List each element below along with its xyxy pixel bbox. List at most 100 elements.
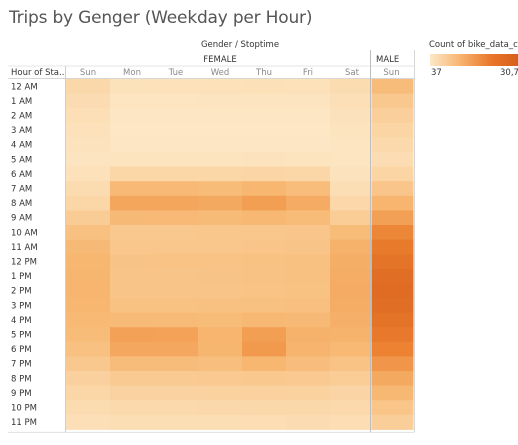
row-label: 8 PM [11, 374, 32, 384]
column-label: Sat [345, 68, 360, 78]
heatmap-cell [198, 414, 243, 430]
column-label: Mon [123, 68, 141, 78]
heatmap-cell [66, 93, 111, 109]
heatmap-cell [372, 341, 414, 357]
heatmap-cell [286, 356, 331, 372]
heatmap-cell [154, 341, 199, 357]
row-label: 4 AM [11, 141, 32, 151]
column-label: Sun [383, 68, 399, 78]
heatmap-cell [154, 283, 199, 299]
heatmap-cell [66, 254, 111, 270]
heatmap-cell [286, 152, 331, 168]
heatmap-cell [330, 414, 375, 430]
heatmap-cell [198, 166, 243, 182]
heatmap-cell [110, 298, 155, 314]
heatmap-cell [330, 239, 375, 255]
heatmap-cell [330, 137, 375, 153]
heatmap-cell [372, 181, 414, 197]
heatmap-cell [154, 254, 199, 270]
heatmap-cell [286, 327, 331, 343]
heatmap-cell [154, 385, 199, 401]
heatmap-cell [372, 152, 414, 168]
heatmap-cell [198, 327, 243, 343]
heatmap-cell [242, 283, 287, 299]
heatmap-cell [372, 166, 414, 182]
row-label: 6 AM [11, 170, 32, 180]
heatmap-cell [198, 195, 243, 211]
color-legend: Count of bike_data_c... 37 30,74... [418, 38, 518, 83]
heatmap-cell [198, 93, 243, 109]
heatmap-cell [242, 239, 287, 255]
heatmap-cell [330, 341, 375, 357]
heatmap-cell [286, 312, 331, 328]
heatmap-cell [242, 225, 287, 241]
heatmap-cell [154, 298, 199, 314]
heatmap-cell [330, 254, 375, 270]
heatmap-cell [66, 400, 111, 416]
heatmap-cell [154, 327, 199, 343]
heatmap-cell [330, 108, 375, 124]
heatmap-cell [286, 414, 331, 430]
heatmap-cell [66, 108, 111, 124]
heatmap-cell [330, 210, 375, 226]
heatmap-cell [110, 93, 155, 109]
heatmap-cell [242, 400, 287, 416]
heatmap-cell [110, 181, 155, 197]
heatmap-cell [154, 137, 199, 153]
heatmap-cell [286, 341, 331, 357]
heatmap-cell [330, 400, 375, 416]
heatmap-cell [242, 181, 287, 197]
heatmap-cell [242, 341, 287, 357]
heatmap-cell [154, 79, 199, 95]
row-label: 2 PM [11, 287, 32, 297]
heatmap-cell [198, 79, 243, 95]
heatmap-cell [286, 371, 331, 387]
heatmap-cell [110, 356, 155, 372]
row-label: 9 AM [11, 214, 32, 224]
heatmap-cell [198, 210, 243, 226]
heatmap-cell [198, 268, 243, 284]
heatmap-cell [110, 79, 155, 95]
heatmap-cell [110, 152, 155, 168]
heatmap-cell [198, 283, 243, 299]
heatmap-cell [372, 254, 414, 270]
row-label: 1 PM [11, 272, 32, 282]
heatmap-cell [242, 210, 287, 226]
heatmap-cell [110, 239, 155, 255]
heatmap-cell [110, 283, 155, 299]
row-label: 6 PM [11, 345, 32, 355]
row-label: 3 AM [11, 126, 32, 136]
heatmap-cell [110, 166, 155, 182]
heatmap-cell [66, 341, 111, 357]
heatmap-cell [330, 298, 375, 314]
row-label: 2 AM [11, 112, 32, 122]
row-label: 9 PM [11, 389, 32, 399]
heatmap-cell [242, 108, 287, 124]
column-label: Fri [303, 68, 313, 78]
heatmap-cell [110, 268, 155, 284]
heatmap-cell [198, 385, 243, 401]
heatmap-cell [242, 268, 287, 284]
heatmap-cell [66, 166, 111, 182]
heatmap-cell [372, 210, 414, 226]
heatmap-cell [110, 414, 155, 430]
heatmap-cell [154, 268, 199, 284]
heatmap-cell [242, 356, 287, 372]
heatmap-cell [242, 137, 287, 153]
heatmap-cell [286, 385, 331, 401]
heatmap-cell [286, 195, 331, 211]
heatmap-cell [66, 137, 111, 153]
heatmap-cell [66, 371, 111, 387]
heatmap-cell [286, 254, 331, 270]
row-label: 4 PM [11, 316, 32, 326]
heatmap-cell [110, 122, 155, 138]
heatmap-cell [154, 152, 199, 168]
heatmap-cell [372, 239, 414, 255]
heatmap-cell [330, 122, 375, 138]
heatmap-cell [66, 195, 111, 211]
heatmap-cell [154, 312, 199, 328]
heatmap-cell [66, 181, 111, 197]
heatmap-cell [154, 181, 199, 197]
heatmap-cell [286, 93, 331, 109]
heatmap-cell [154, 195, 199, 211]
